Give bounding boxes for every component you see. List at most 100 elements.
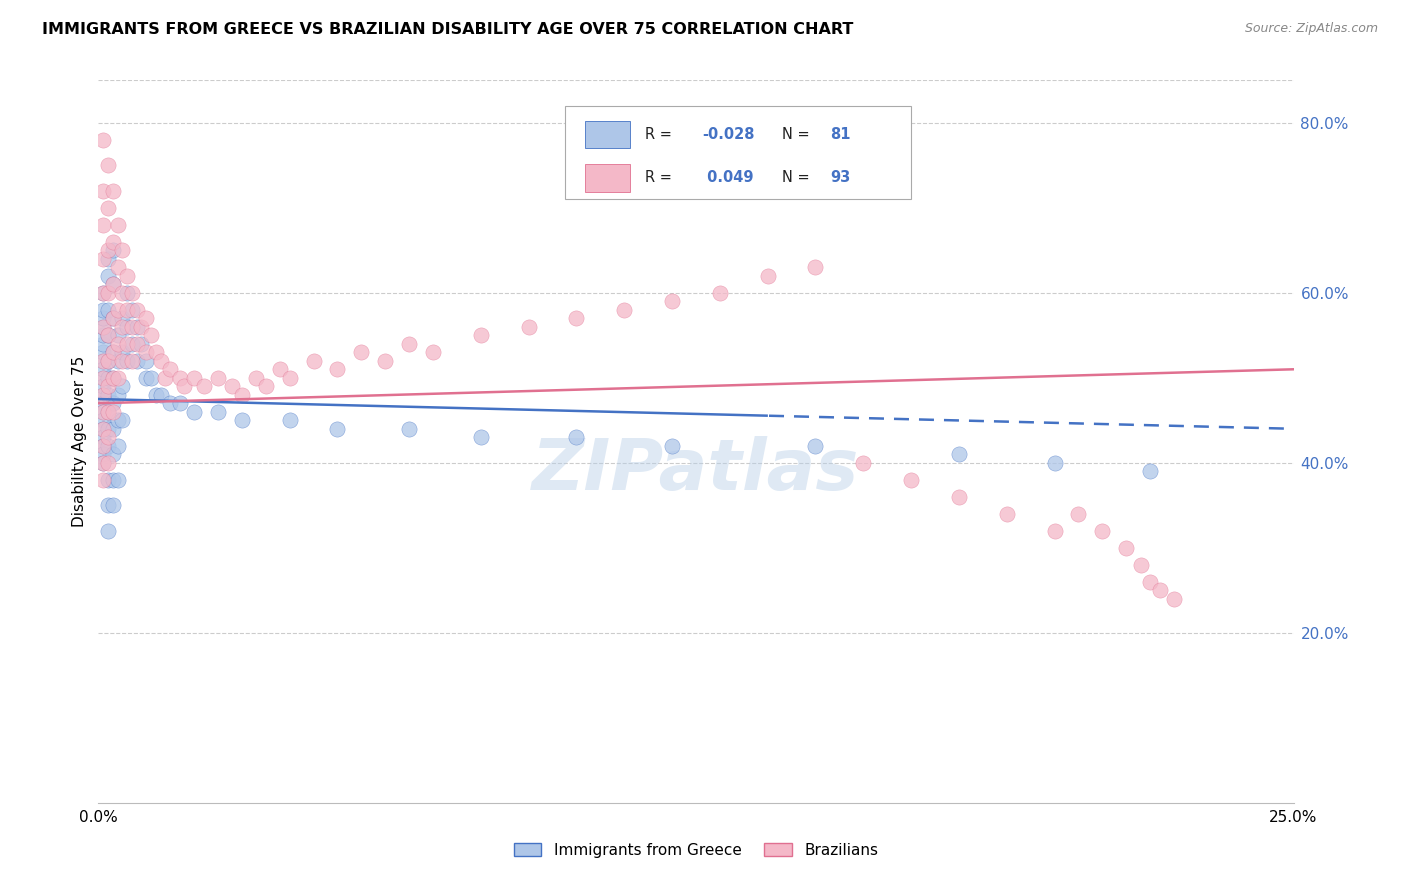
- Point: [326, 422, 349, 436]
- Point: [97, 473, 120, 487]
- Point: [169, 371, 191, 385]
- Point: [756, 268, 779, 283]
- Point: [1149, 583, 1171, 598]
- Point: [115, 268, 138, 283]
- Point: [115, 319, 138, 334]
- Point: [111, 285, 134, 300]
- Point: [948, 490, 970, 504]
- Point: [97, 405, 120, 419]
- Text: IMMIGRANTS FROM GREECE VS BRAZILIAN DISABILITY AGE OVER 75 CORRELATION CHART: IMMIGRANTS FROM GREECE VS BRAZILIAN DISA…: [42, 22, 853, 37]
- Text: R =: R =: [644, 127, 676, 142]
- Point: [131, 336, 153, 351]
- FancyBboxPatch shape: [585, 120, 630, 148]
- Point: [91, 422, 114, 436]
- Point: [145, 388, 167, 402]
- Point: [1139, 464, 1161, 478]
- Point: [183, 405, 205, 419]
- Point: [101, 277, 124, 292]
- Point: [517, 319, 540, 334]
- Point: [121, 302, 143, 317]
- Point: [91, 473, 114, 487]
- Point: [91, 319, 114, 334]
- Y-axis label: Disability Age Over 75: Disability Age Over 75: [72, 356, 87, 527]
- Point: [91, 302, 114, 317]
- Point: [91, 285, 114, 300]
- Point: [101, 371, 124, 385]
- Point: [97, 405, 120, 419]
- Point: [97, 524, 120, 538]
- Point: [101, 311, 124, 326]
- Point: [97, 302, 120, 317]
- Point: [91, 345, 114, 359]
- Point: [107, 371, 129, 385]
- Point: [101, 184, 124, 198]
- Point: [278, 371, 301, 385]
- Point: [159, 396, 181, 410]
- Point: [125, 353, 148, 368]
- Point: [91, 447, 114, 461]
- Point: [101, 447, 124, 461]
- Point: [107, 353, 129, 368]
- Point: [254, 379, 277, 393]
- Point: [470, 328, 492, 343]
- Point: [91, 388, 114, 402]
- Point: [173, 379, 195, 393]
- Point: [91, 285, 114, 300]
- Point: [97, 268, 120, 283]
- Point: [804, 260, 827, 275]
- Point: [207, 371, 229, 385]
- Point: [422, 345, 444, 359]
- Point: [245, 371, 267, 385]
- Point: [139, 328, 162, 343]
- Point: [1139, 574, 1161, 589]
- Point: [97, 158, 120, 172]
- Point: [115, 336, 138, 351]
- Point: [111, 319, 134, 334]
- Point: [91, 413, 114, 427]
- Point: [97, 439, 120, 453]
- Point: [97, 328, 120, 343]
- Point: [125, 319, 148, 334]
- Point: [91, 439, 114, 453]
- Point: [91, 405, 114, 419]
- Point: [97, 430, 120, 444]
- Point: [101, 371, 124, 385]
- Text: R =: R =: [644, 170, 676, 186]
- Point: [101, 396, 124, 410]
- Point: [115, 285, 138, 300]
- Point: [111, 311, 134, 326]
- Point: [91, 388, 114, 402]
- Point: [121, 336, 143, 351]
- Point: [995, 507, 1018, 521]
- Point: [900, 473, 922, 487]
- Point: [111, 413, 134, 427]
- Point: [107, 336, 129, 351]
- Point: [91, 362, 114, 376]
- Point: [1091, 524, 1114, 538]
- Point: [804, 439, 827, 453]
- Point: [101, 277, 124, 292]
- Point: [91, 456, 114, 470]
- Point: [91, 439, 114, 453]
- Point: [374, 353, 396, 368]
- Point: [302, 353, 325, 368]
- Point: [97, 353, 120, 368]
- Point: [107, 328, 129, 343]
- Point: [145, 345, 167, 359]
- Point: [97, 422, 120, 436]
- Point: [852, 456, 875, 470]
- Point: [91, 456, 114, 470]
- Text: 0.049: 0.049: [702, 170, 754, 186]
- Point: [91, 379, 114, 393]
- Point: [135, 371, 157, 385]
- Point: [101, 244, 124, 258]
- Point: [221, 379, 243, 393]
- Point: [101, 473, 124, 487]
- Point: [661, 294, 683, 309]
- Point: [231, 413, 253, 427]
- Point: [111, 345, 134, 359]
- Point: [97, 285, 120, 300]
- Point: [398, 336, 420, 351]
- Point: [91, 218, 114, 232]
- Point: [91, 319, 114, 334]
